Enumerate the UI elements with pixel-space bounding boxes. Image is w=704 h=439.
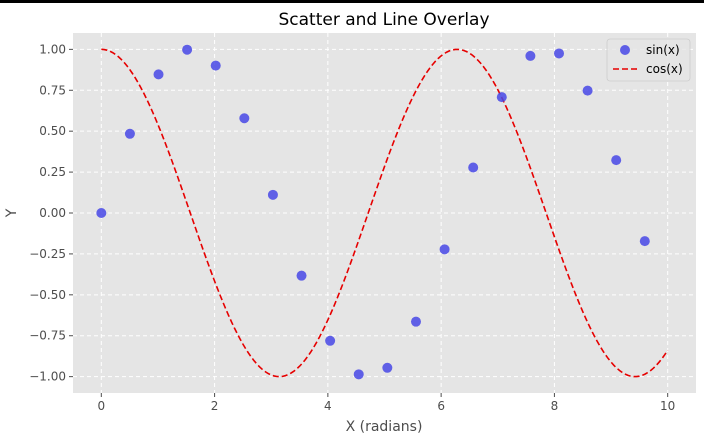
scatter-point bbox=[496, 92, 507, 103]
y-tick-label: −0.25 bbox=[29, 247, 66, 261]
legend: sin(x) cos(x) bbox=[606, 38, 691, 82]
x-tick-label: 0 bbox=[97, 399, 105, 413]
y-tick-label: 0.00 bbox=[39, 206, 66, 220]
scatter-point bbox=[582, 85, 593, 96]
scatter-point bbox=[611, 155, 622, 166]
x-tick-label: 2 bbox=[211, 399, 219, 413]
scatter-point bbox=[553, 48, 564, 59]
y-tick-label: 1.00 bbox=[39, 42, 66, 56]
legend-marker-sin bbox=[620, 45, 630, 55]
scatter-point bbox=[267, 189, 278, 200]
scatter-point bbox=[525, 50, 536, 61]
x-tick-label: 10 bbox=[660, 399, 675, 413]
y-axis-label: Y bbox=[4, 208, 20, 218]
scatter-point bbox=[468, 162, 479, 173]
series-line-cos bbox=[101, 48, 669, 378]
x-tick-label: 6 bbox=[437, 399, 445, 413]
scatter-point bbox=[639, 236, 650, 247]
y-tick-label: −1.00 bbox=[29, 370, 66, 384]
scatter-point bbox=[382, 362, 393, 373]
x-axis-label: X (radians) bbox=[346, 419, 423, 435]
scatter-point bbox=[96, 208, 107, 218]
scatter-point bbox=[439, 244, 450, 255]
y-tick-label: −0.75 bbox=[29, 329, 66, 343]
x-tick-label: 4 bbox=[324, 399, 332, 413]
scatter-point bbox=[239, 113, 250, 124]
scatter-point bbox=[410, 316, 421, 327]
y-axis-ticks: 1.00 0.75 0.50 0.25 0.00 −0.25 −0.50 −0.75 −1.00 bbox=[29, 42, 73, 384]
scatter-point bbox=[353, 369, 364, 380]
scatter-point bbox=[296, 270, 307, 281]
x-tick-label: 8 bbox=[551, 399, 559, 413]
window-top-border bbox=[0, 0, 704, 3]
series-points-sin bbox=[96, 44, 650, 380]
chart-title: Scatter and Line Overlay bbox=[278, 10, 489, 30]
scatter-point bbox=[124, 128, 135, 139]
x-axis-ticks: 0 2 4 6 8 10 bbox=[97, 393, 675, 413]
scatter-point bbox=[153, 69, 164, 80]
scatter-point bbox=[325, 335, 336, 346]
y-tick-label: −0.50 bbox=[29, 288, 66, 302]
scatter-point bbox=[210, 60, 221, 71]
y-tick-label: 0.75 bbox=[39, 83, 66, 97]
scatter-point bbox=[182, 44, 193, 55]
y-tick-label: 0.25 bbox=[39, 165, 66, 179]
legend-label-sin: sin(x) bbox=[646, 43, 680, 57]
grid-lines bbox=[73, 33, 696, 393]
y-tick-label: 0.50 bbox=[39, 124, 66, 138]
legend-label-cos: cos(x) bbox=[646, 62, 683, 76]
